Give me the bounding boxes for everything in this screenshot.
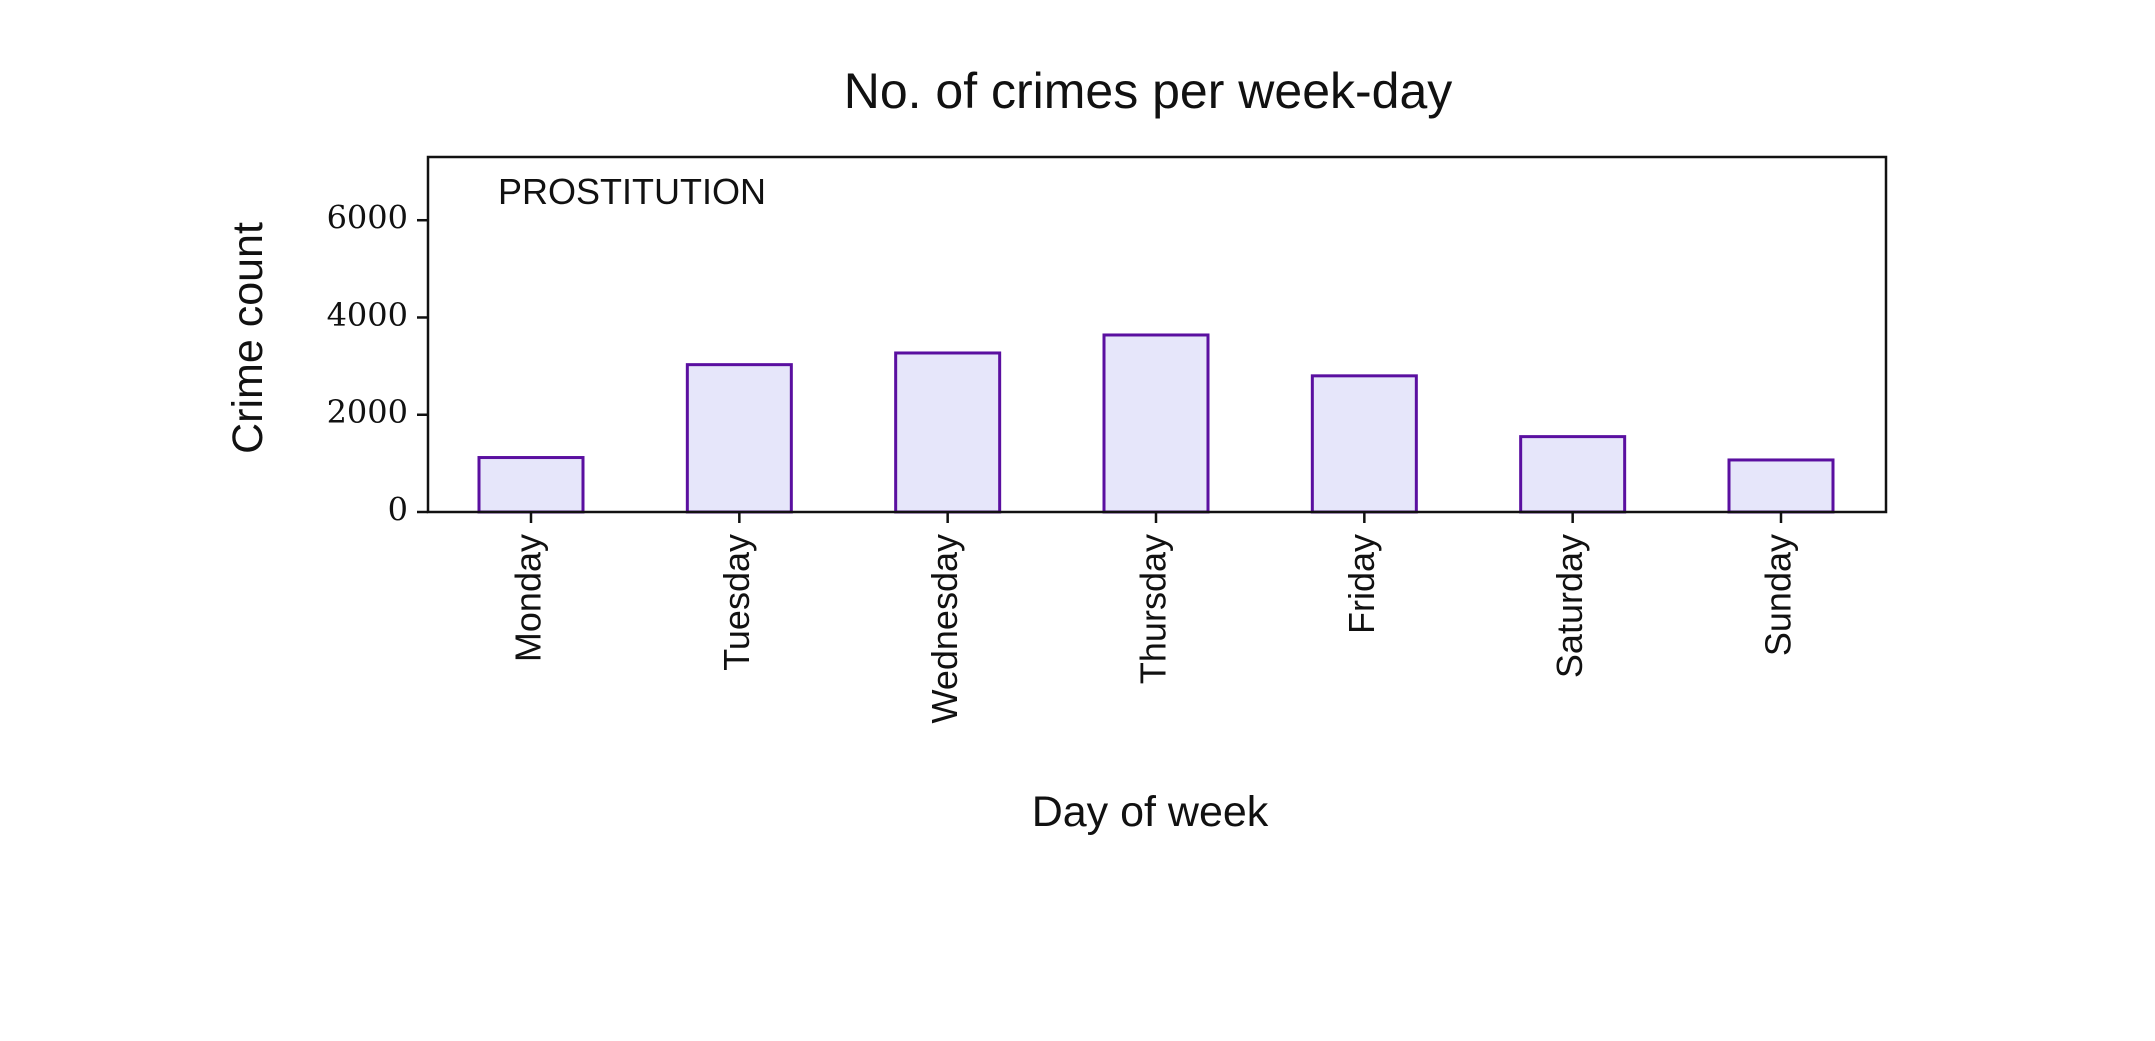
x-tick-label: Thursday [1133, 534, 1174, 684]
bar-saturday [1519, 435, 1627, 514]
x-tick-label: Friday [1341, 534, 1382, 634]
x-tick-label: Saturday [1549, 534, 1590, 678]
x-axis-label: Day of week [1032, 788, 1269, 836]
bar-thursday [1102, 333, 1210, 514]
x-tick-label: Wednesday [924, 534, 965, 723]
y-tick-label: 0 [388, 491, 408, 529]
y-tick-label: 6000 [327, 199, 408, 237]
y-tick-label: 4000 [327, 296, 408, 334]
y-axis-label: Crime count [224, 222, 272, 454]
bar-monday [477, 456, 585, 514]
y-tick-label: 2000 [327, 393, 408, 431]
category-annotation: PROSTITUTION [498, 171, 766, 212]
chart-title: No. of crimes per week-day [844, 63, 1453, 119]
x-tick-label: Tuesday [716, 534, 757, 671]
bar-friday [1310, 374, 1418, 514]
bar-tuesday [685, 363, 793, 514]
x-tick-label: Monday [508, 534, 549, 662]
plot-frame [426, 155, 1888, 514]
bars-layer [477, 333, 1835, 514]
x-tick-label: Sunday [1758, 534, 1799, 656]
x-axis-ticks: Monday Tuesday Wednesday Thursday Friday Satu… [508, 512, 1799, 723]
bar-wednesday [894, 351, 1002, 514]
bar-sunday [1727, 458, 1835, 514]
y-axis-ticks: 0 2000 4000 6000 [327, 199, 428, 529]
